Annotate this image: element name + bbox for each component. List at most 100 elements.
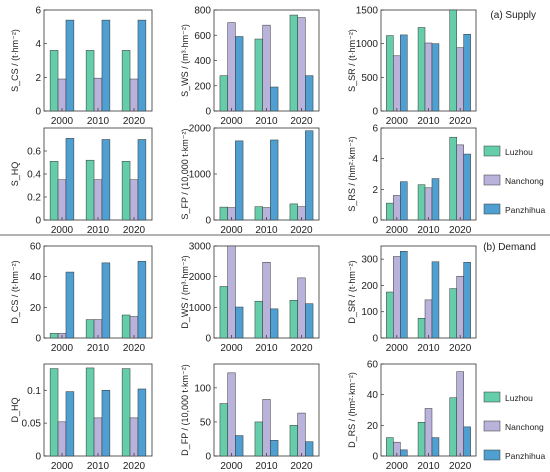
bar-luzhou-2000 — [49, 50, 59, 112]
bar-luzhou-2010 — [417, 184, 426, 221]
bar-luzhou-2020 — [289, 203, 298, 221]
y-tick-label: 2 — [35, 73, 41, 84]
bar-nanchong-2020 — [129, 78, 139, 112]
y-axis-label: D_RS / (hm²·km⁻²) — [347, 372, 357, 448]
y-tick-label: 2 — [372, 185, 378, 196]
chart-s-fp: 0 1000 2000 2000 2010 2020 S_FP / (10,000 t·km… — [180, 124, 320, 236]
bar-panzhihua-2020 — [137, 261, 147, 339]
bar-luzhou-2010 — [85, 159, 95, 221]
y-tick-label: 600 — [194, 31, 211, 42]
y-tick-label: 60 — [30, 242, 42, 253]
bar-nanchong-2010 — [93, 77, 103, 112]
legend-label-panzhihua: Panzhihua — [505, 205, 545, 215]
bar-nanchong-2000 — [393, 256, 401, 339]
bar-panzhihua-2010 — [101, 262, 111, 339]
x-tick-label: 2010 — [255, 343, 278, 354]
x-tick-label: 2010 — [87, 225, 110, 236]
legend-label-nanchong: Nanchong — [505, 176, 544, 186]
y-tick-label: 100 — [361, 307, 378, 318]
bar-nanchong-2000 — [393, 55, 401, 112]
bar-nanchong-2020 — [456, 144, 464, 221]
bar-panzhihua-2000 — [65, 138, 75, 221]
bar-nanchong-2000 — [227, 22, 236, 112]
legend-swatch-luzhou — [483, 145, 501, 157]
bar-nanchong-2010 — [424, 42, 433, 112]
y-tick-label: 0.1 — [27, 386, 41, 397]
x-tick-label: 2000 — [220, 461, 243, 472]
bar-panzhihua-2020 — [305, 303, 314, 339]
x-tick-label: 2020 — [449, 461, 472, 472]
bar-panzhihua-2020 — [137, 19, 147, 112]
bar-panzhihua-2020 — [137, 388, 147, 457]
bar-panzhihua-2020 — [463, 426, 471, 457]
y-tick-label: 800 — [194, 6, 211, 17]
chart-s-sr: 0 500 1000 1500 2000 2010 2020 S_SR / (t·hm⁻²) — [347, 6, 477, 127]
y-axis-label: S_RS / (hm²·km⁻²) — [347, 136, 357, 211]
chart-d-cs: 0 20 40 60 2000 2010 2020 D_CS / (t·hm⁻²) — [10, 242, 153, 354]
y-axis-label: S_HQ — [10, 162, 20, 187]
bar-luzhou-2020 — [289, 425, 298, 457]
bar-panzhihua-2010 — [431, 178, 440, 221]
y-tick-label: 0 — [205, 334, 211, 345]
x-tick-label: 2020 — [449, 116, 472, 127]
panel-label-supply: (a) Supply — [490, 10, 536, 21]
legend-label-nanchong: Nanchong — [505, 422, 544, 432]
x-tick-label: 2000 — [386, 343, 409, 354]
x-tick-label: 2020 — [449, 225, 472, 236]
bar-nanchong-2020 — [297, 412, 306, 457]
chart-d-sr: 0 100 200 300 2000 2010 2020 D_SR / (t·hm⁻²) — [347, 245, 477, 354]
bar-luzhou-2010 — [417, 422, 426, 457]
x-tick-label: 2020 — [123, 116, 146, 127]
x-tick-label: 2020 — [290, 225, 313, 236]
x-tick-label: 2000 — [51, 343, 74, 354]
bar-nanchong-2010 — [262, 262, 271, 339]
y-tick-label: 200 — [361, 281, 378, 292]
bar-panzhihua-2010 — [270, 440, 279, 457]
bar-panzhihua-2000 — [400, 449, 408, 457]
bar-luzhou-2000 — [49, 368, 59, 457]
legend-label-luzhou: Luzhou — [505, 393, 533, 403]
y-axis-label: S_SR / (t·hm⁻²) — [347, 29, 357, 92]
x-tick-label: 2000 — [51, 225, 74, 236]
y-tick-label: 0 — [35, 452, 41, 463]
y-tick-label: 1000 — [189, 303, 212, 314]
y-tick-label: 0 — [372, 216, 378, 227]
legend-swatch-nanchong — [483, 174, 501, 186]
bar-nanchong-2010 — [262, 24, 271, 112]
bar-nanchong-2020 — [456, 47, 464, 112]
y-tick-label: 0 — [205, 452, 211, 463]
bar-luzhou-2000 — [219, 206, 228, 221]
bar-luzhou-2010 — [254, 38, 263, 112]
bar-panzhihua-2000 — [65, 271, 75, 339]
bar-nanchong-2010 — [93, 417, 103, 457]
bar-luzhou-2000 — [386, 291, 394, 339]
x-tick-label: 2010 — [417, 461, 440, 472]
y-tick-label: 500 — [361, 73, 378, 84]
bar-panzhihua-2010 — [270, 139, 279, 221]
bar-luzhou-2000 — [49, 333, 59, 339]
bar-nanchong-2020 — [129, 179, 139, 221]
x-tick-label: 2010 — [87, 116, 110, 127]
bar-luzhou-2020 — [121, 161, 131, 221]
bar-luzhou-2020 — [449, 397, 457, 457]
legend-swatch-nanchong — [483, 420, 501, 432]
bar-luzhou-2000 — [386, 35, 394, 112]
bar-panzhihua-2010 — [270, 86, 279, 112]
y-axis-label: D_FP / (10,000 t·km⁻²) — [180, 364, 190, 456]
bar-luzhou-2020 — [289, 300, 298, 339]
y-tick-label: 40 — [367, 390, 379, 401]
plot-frame — [213, 127, 320, 221]
bar-panzhihua-2010 — [431, 43, 440, 112]
y-tick-label: 6 — [372, 124, 378, 135]
bar-luzhou-2010 — [254, 421, 263, 457]
bar-nanchong-2020 — [297, 277, 306, 339]
y-tick-label: 40 — [30, 272, 42, 283]
bar-panzhihua-2000 — [400, 251, 408, 339]
bar-luzhou-2020 — [121, 314, 131, 339]
bar-panzhihua-2010 — [431, 261, 440, 339]
legend-swatch-luzhou — [483, 391, 501, 403]
legend-swatch-panzhihua — [483, 203, 501, 215]
panel-label-demand: (b) Demand — [483, 242, 536, 253]
chart-s-ws: 0 200 400 600 800 2000 2010 2020 S_WS / (m³·hm⁻²… — [180, 6, 320, 127]
